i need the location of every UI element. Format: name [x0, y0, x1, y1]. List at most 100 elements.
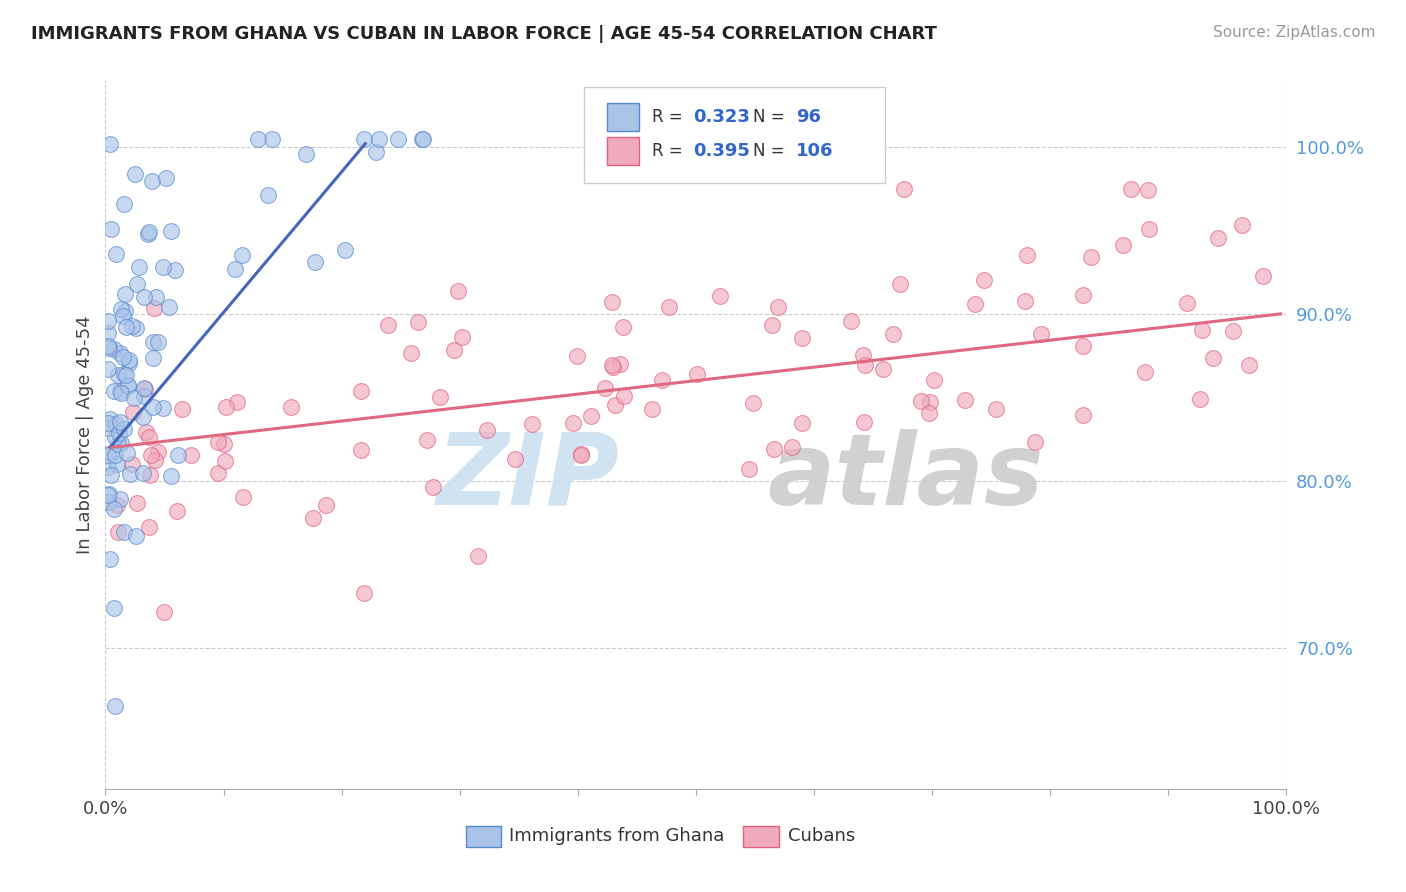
- Point: [965, 297, 987, 311]
- Point: [839, 313, 862, 327]
- Point: [893, 182, 915, 196]
- Point: [399, 346, 422, 360]
- Point: [115, 319, 138, 334]
- Point: [143, 452, 166, 467]
- Point: [136, 227, 159, 241]
- Point: [159, 468, 181, 483]
- Point: [889, 277, 911, 291]
- Point: [600, 294, 623, 309]
- Point: [685, 367, 707, 381]
- Point: [125, 321, 148, 335]
- Point: [1189, 392, 1212, 407]
- Point: [138, 430, 160, 444]
- Point: [613, 389, 636, 403]
- Point: [364, 145, 387, 159]
- Point: [105, 247, 128, 261]
- Point: [100, 445, 122, 459]
- Text: 0.323: 0.323: [693, 108, 751, 126]
- Point: [105, 498, 128, 512]
- Point: [141, 174, 163, 188]
- Point: [780, 440, 803, 454]
- Point: [224, 261, 246, 276]
- Point: [112, 422, 135, 436]
- Point: [97, 326, 120, 340]
- Point: [986, 401, 1008, 416]
- Point: [117, 445, 139, 459]
- FancyBboxPatch shape: [465, 826, 501, 847]
- Point: [114, 304, 136, 318]
- Point: [157, 300, 180, 314]
- Point: [152, 605, 174, 619]
- Point: [105, 457, 128, 471]
- Point: [1071, 339, 1094, 353]
- Point: [1237, 358, 1260, 372]
- Point: [1071, 409, 1094, 423]
- Point: [335, 243, 357, 257]
- Point: [100, 222, 122, 236]
- Point: [97, 416, 120, 430]
- Point: [122, 405, 145, 419]
- Point: [152, 260, 174, 274]
- Point: [146, 445, 169, 459]
- Point: [1137, 221, 1160, 235]
- Point: [214, 437, 236, 451]
- Point: [97, 313, 120, 327]
- Point: [138, 519, 160, 533]
- Text: atlas: atlas: [766, 429, 1043, 526]
- Point: [103, 501, 125, 516]
- Point: [1071, 287, 1094, 301]
- Point: [295, 146, 318, 161]
- Point: [103, 601, 125, 615]
- Point: [612, 320, 634, 334]
- Point: [142, 335, 165, 350]
- FancyBboxPatch shape: [607, 103, 640, 131]
- Point: [1024, 435, 1046, 450]
- Point: [170, 401, 193, 416]
- Point: [124, 167, 146, 181]
- Point: [761, 318, 783, 333]
- Point: [122, 392, 145, 406]
- Text: Cubans: Cubans: [789, 827, 855, 845]
- Point: [121, 318, 143, 333]
- Point: [640, 402, 662, 417]
- Point: [412, 131, 434, 145]
- Point: [146, 334, 169, 349]
- Point: [922, 373, 945, 387]
- Point: [127, 496, 149, 510]
- Text: Immigrants from Ghana: Immigrants from Ghana: [509, 827, 724, 845]
- Point: [207, 435, 229, 450]
- Point: [110, 346, 132, 360]
- Text: N =: N =: [752, 108, 790, 126]
- Point: [141, 401, 163, 415]
- Point: [738, 461, 761, 475]
- Text: Source: ZipAtlas.com: Source: ZipAtlas.com: [1212, 25, 1375, 40]
- Point: [451, 330, 474, 344]
- FancyBboxPatch shape: [744, 826, 779, 847]
- Point: [852, 415, 875, 429]
- Point: [447, 284, 470, 298]
- Point: [602, 359, 624, 374]
- Point: [1208, 230, 1230, 244]
- Point: [315, 498, 337, 512]
- Point: [350, 384, 373, 399]
- Point: [104, 698, 127, 713]
- Point: [121, 457, 143, 471]
- Point: [302, 511, 325, 525]
- Point: [100, 412, 122, 426]
- Point: [108, 415, 131, 429]
- Point: [132, 381, 155, 395]
- Point: [353, 585, 375, 599]
- Point: [143, 301, 166, 315]
- Point: [257, 187, 280, 202]
- Point: [600, 358, 623, 372]
- Point: [107, 525, 129, 540]
- Point: [163, 262, 186, 277]
- Point: [97, 421, 120, 435]
- Point: [416, 434, 439, 448]
- Point: [520, 417, 543, 432]
- Text: 106: 106: [796, 142, 834, 161]
- Point: [114, 286, 136, 301]
- Text: 0.395: 0.395: [693, 142, 751, 161]
- Point: [97, 460, 120, 475]
- Point: [98, 552, 121, 566]
